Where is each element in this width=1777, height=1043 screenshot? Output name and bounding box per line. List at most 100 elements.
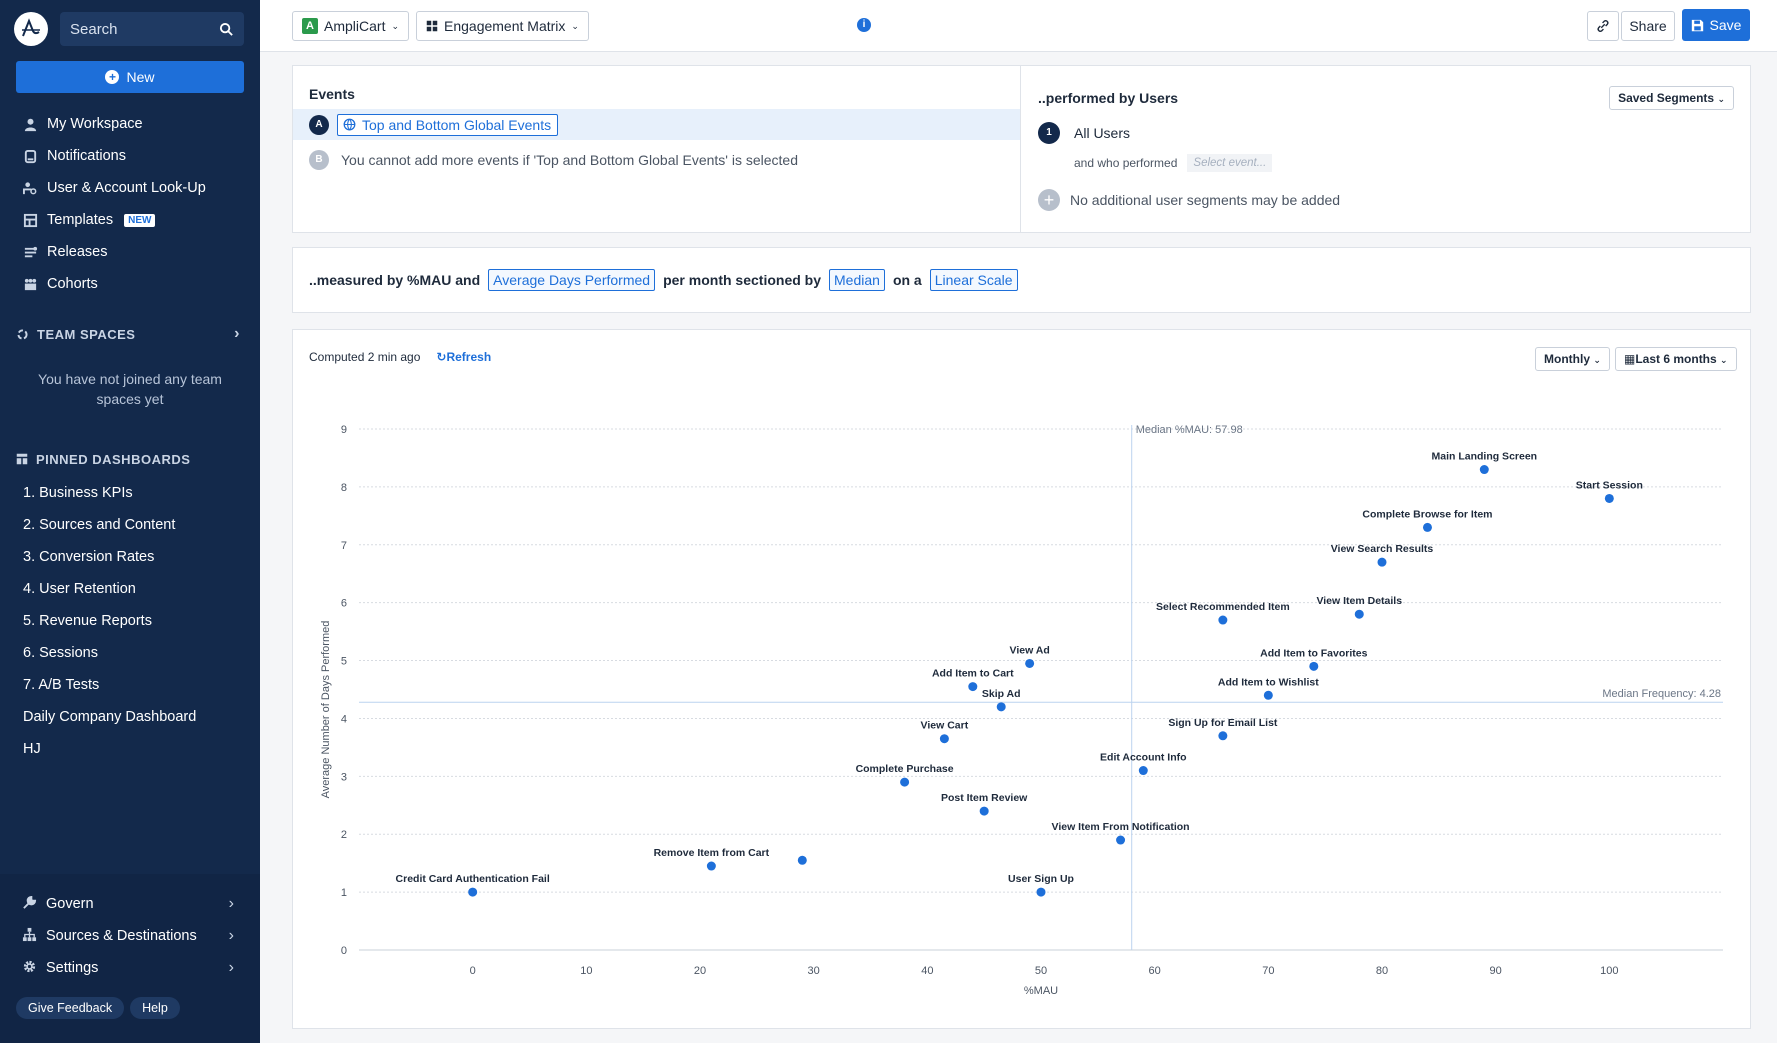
saved-segments-dropdown[interactable]: Saved Segments ⌄	[1609, 86, 1734, 110]
data-point	[996, 702, 1006, 712]
nav-label: Releases	[47, 244, 108, 260]
dashboard-item[interactable]: 3. Conversion Rates	[23, 549, 155, 565]
help-button[interactable]: Help	[130, 997, 180, 1019]
y-tick-label: 1	[341, 887, 347, 899]
nav-label: Cohorts	[47, 276, 98, 292]
nav-templates[interactable]: Templates NEW	[0, 204, 260, 236]
chart-type-selector[interactable]: Engagement Matrix ⌄	[416, 11, 589, 41]
team-spaces-empty-text: You have not joined any team spaces yet	[38, 371, 222, 407]
dashboard-item[interactable]: 6. Sessions	[23, 645, 98, 661]
project-selector[interactable]: A AmpliCart ⌄	[292, 11, 410, 41]
dashboard-item[interactable]: 4. User Retention	[23, 581, 136, 597]
dashboard-item[interactable]: Daily Company Dashboard	[23, 709, 197, 725]
date-range-label: Last 6 months	[1635, 352, 1717, 366]
x-tick-label: 40	[921, 965, 933, 977]
segment-name: All Users	[1074, 125, 1131, 141]
data-point	[1218, 615, 1228, 625]
copy-link-button[interactable]	[1587, 11, 1619, 41]
data-point-label: Complete Browse for Item	[1362, 508, 1492, 520]
nav-label: Notifications	[47, 148, 126, 164]
x-tick-label: 90	[1490, 965, 1502, 977]
segment-number: 1	[1038, 122, 1060, 144]
event-row-b: B You cannot add more events if 'Top and…	[309, 150, 798, 170]
x-tick-label: 60	[1149, 965, 1161, 977]
globe-icon	[343, 118, 356, 131]
nav-user-lookup[interactable]: User & Account Look-Up	[0, 172, 260, 204]
data-point	[1479, 465, 1489, 475]
data-point	[979, 806, 989, 816]
nav-releases[interactable]: Releases	[0, 236, 260, 268]
nav-label: User & Account Look-Up	[47, 180, 206, 196]
data-point-label: Post Item Review	[941, 792, 1028, 804]
data-point	[1025, 658, 1035, 668]
data-point	[1377, 557, 1387, 567]
dashboard-item[interactable]: 2. Sources and Content	[23, 517, 176, 533]
x-tick-label: 100	[1600, 965, 1618, 977]
network-icon	[22, 927, 37, 946]
data-point-label: Start Session	[1576, 479, 1643, 491]
event-selector[interactable]: Top and Bottom Global Events	[337, 113, 559, 136]
release-icon	[22, 244, 38, 260]
sidebar: Search + New My Workspace Notifications …	[0, 0, 260, 1043]
data-point-label: User Sign Up	[1008, 873, 1074, 885]
add-segment-icon: +	[1038, 189, 1060, 211]
chevron-right-icon: ›	[234, 325, 240, 342]
data-point	[1036, 887, 1046, 897]
save-button[interactable]: Save	[1682, 9, 1750, 41]
data-point-label: Remove Item from Cart	[654, 847, 770, 859]
feedback-row: Give Feedback Help	[16, 997, 180, 1019]
data-point-label: Edit Account Info	[1100, 752, 1187, 764]
x-tick-label: 10	[580, 965, 592, 977]
data-point	[706, 861, 716, 871]
pinned-dashboards-list: 1. Business KPIs 2. Sources and Content …	[0, 477, 260, 765]
scale-selector[interactable]: Linear Scale	[929, 269, 1018, 291]
data-point	[1354, 609, 1364, 619]
nav-cohorts[interactable]: Cohorts	[0, 268, 260, 300]
select-event-input[interactable]: Select event...	[1187, 154, 1273, 172]
x-tick-label: 70	[1262, 965, 1274, 977]
data-point	[1138, 766, 1148, 776]
event-row-a[interactable]: A Top and Bottom Global Events	[293, 109, 1020, 140]
measure-panel: ..measured by %MAU and Average Days Perf…	[292, 247, 1751, 313]
data-point-label: Main Landing Screen	[1431, 451, 1537, 463]
y-tick-label: 5	[341, 656, 347, 668]
metric-selector[interactable]: Average Days Performed	[488, 269, 656, 291]
who-performed-row: and who performed Select event...	[1074, 154, 1273, 172]
nav-govern[interactable]: Govern ›	[0, 888, 260, 920]
chevron-down-icon: ⌄	[571, 20, 579, 31]
events-title: Events	[309, 86, 355, 102]
x-tick-label: 20	[694, 965, 706, 977]
nav-notifications[interactable]: Notifications	[0, 140, 260, 172]
interval-label: Monthly	[1544, 352, 1590, 366]
dashboard-item[interactable]: 1. Business KPIs	[23, 485, 133, 501]
interval-dropdown[interactable]: Monthly ⌄	[1535, 347, 1610, 371]
data-point	[1116, 835, 1126, 845]
plus-icon: +	[105, 70, 120, 84]
section-selector[interactable]: Median	[829, 269, 885, 291]
chart-panel: 0 1 2 3 4 5 6 7 8 9 0 10 20 30 40 50 60 70 80 90 100 Median %…	[292, 329, 1751, 1029]
nav-settings[interactable]: Settings ›	[0, 952, 260, 984]
team-spaces-header[interactable]: TEAM SPACES ›	[0, 322, 260, 346]
share-button[interactable]: Share	[1621, 11, 1675, 41]
date-range-dropdown[interactable]: ▦Last 6 months ⌄	[1615, 347, 1737, 371]
search-input[interactable]: Search	[60, 12, 244, 46]
lookup-icon	[22, 180, 38, 196]
dashboard-item[interactable]: 7. A/B Tests	[23, 677, 100, 693]
data-point	[1263, 690, 1273, 700]
new-button[interactable]: + New	[16, 61, 244, 93]
data-point-label: Sign Up for Email List	[1168, 717, 1278, 729]
dashboard-item[interactable]: HJ	[23, 741, 41, 757]
give-feedback-button[interactable]: Give Feedback	[16, 997, 125, 1019]
dashboard-item[interactable]: 5. Revenue Reports	[23, 613, 152, 629]
nav-my-workspace[interactable]: My Workspace	[0, 108, 260, 140]
no-more-segments-row: + No additional user segments may be add…	[1038, 189, 1340, 211]
data-point	[939, 734, 949, 744]
event-letter-b: B	[309, 150, 329, 170]
refresh-button[interactable]: ↻Refresh	[436, 350, 491, 364]
refresh-icon: ↻	[436, 350, 447, 364]
data-point	[797, 855, 807, 865]
info-icon[interactable]: i	[857, 18, 871, 32]
amplitude-logo[interactable]	[14, 12, 48, 46]
segment-row[interactable]: 1 All Users	[1038, 122, 1130, 144]
nav-sources-destinations[interactable]: Sources & Destinations ›	[0, 920, 260, 952]
